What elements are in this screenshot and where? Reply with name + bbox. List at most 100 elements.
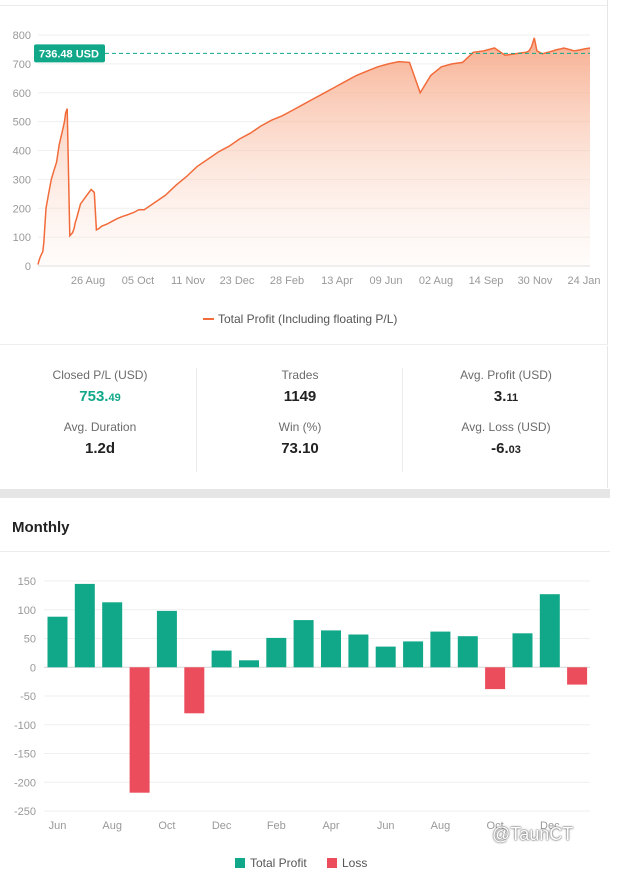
avg-loss-integer: -6. <box>491 440 509 457</box>
x-tick-label: 11 Nov <box>171 275 206 287</box>
profit-bar[interactable] <box>47 616 68 668</box>
closed-pl-label: Closed P/L (USD) <box>52 368 148 382</box>
section-separator <box>0 489 610 498</box>
current-value-callout-text: 736.48 USD <box>39 48 99 60</box>
y-tick-label: 500 <box>13 117 31 129</box>
x-tick-label: 13 Apr <box>321 275 353 287</box>
y-tick-label: 800 <box>13 30 31 42</box>
stats-divider <box>402 368 403 472</box>
closed-pl-integer: 753. <box>79 388 109 405</box>
y-tick-label: 150 <box>18 576 36 588</box>
monthly-bar-chart: 150 100 50 0 -50 -100 -150 -200 -250 Jun Aug Oct De… <box>14 576 590 870</box>
y-tick-label: 700 <box>13 59 31 71</box>
x-tick-label: 23 Dec <box>220 275 255 287</box>
x-tick-label: Jun <box>49 820 67 832</box>
x-tick-label: 05 Oct <box>122 275 154 287</box>
legend-label[interactable]: Total Profit (Including floating P/L) <box>218 312 397 326</box>
equity-line <box>37 37 591 265</box>
y-tick-label: 50 <box>24 634 36 646</box>
profit-bar[interactable] <box>156 610 177 668</box>
stats-column-2: Trades 1149 Win (%) 73.10 <box>200 368 400 460</box>
profit-bar[interactable] <box>403 641 424 668</box>
y-tick-label: 100 <box>18 605 36 617</box>
x-tick-label: 28 Feb <box>270 275 304 287</box>
legend-loss-label[interactable]: Loss <box>342 856 367 870</box>
y-tick-label: 400 <box>13 146 31 158</box>
equity-chart-card: 0 100 200 300 400 500 600 700 800 26 Aug 05 Oct 11… <box>0 0 608 345</box>
watermark: @TaunCT <box>492 824 574 844</box>
stats-panel: Closed P/L (USD) 753.49 Avg. Duration 1.… <box>0 346 608 488</box>
stats-column-3: Avg. Profit (USD) 3.11 Avg. Loss (USD) -… <box>406 368 606 460</box>
current-value-callout <box>34 44 105 63</box>
x-tick-label: Feb <box>267 820 286 832</box>
y-tick-label: 200 <box>13 203 31 215</box>
y-tick-label: -50 <box>20 691 36 703</box>
avg-profit-label: Avg. Profit (USD) <box>460 368 552 382</box>
x-tick-label: 09 Jun <box>369 275 402 287</box>
y-tick-label: 0 <box>25 261 31 273</box>
trades-label: Trades <box>281 368 319 382</box>
profit-bar[interactable] <box>321 630 341 668</box>
x-tick-label: Apr <box>322 820 339 832</box>
profit-bar[interactable] <box>266 637 287 668</box>
avg-profit-value: 3.11 <box>406 388 606 408</box>
y-tick-label: -150 <box>14 749 36 761</box>
legend-profit-label[interactable]: Total Profit <box>250 856 307 870</box>
profit-bar[interactable] <box>430 631 451 668</box>
x-tick-label: Jun <box>377 820 395 832</box>
profit-bar[interactable] <box>239 660 259 668</box>
win-value: 73.10 <box>281 440 319 457</box>
profit-bar[interactable] <box>74 583 95 668</box>
win-label: Win (%) <box>278 420 322 434</box>
avg-loss-decimals: 03 <box>508 444 521 456</box>
closed-pl-value: 753.49 <box>0 388 200 408</box>
loss-bar[interactable] <box>129 667 150 793</box>
profit-bar[interactable] <box>457 636 478 668</box>
y-tick-label: -250 <box>14 806 36 818</box>
loss-bar[interactable] <box>485 667 506 690</box>
y-tick-label: -100 <box>14 720 36 732</box>
avg-profit-integer: 3. <box>493 388 507 405</box>
profit-bar[interactable] <box>512 633 533 668</box>
stats-divider <box>196 368 197 472</box>
x-tick-label: Dec <box>212 820 232 832</box>
trades-value: 1149 <box>283 388 317 405</box>
monthly-title: Monthly <box>12 519 70 536</box>
x-tick-label: 26 Aug <box>71 275 105 287</box>
loss-bar[interactable] <box>567 667 588 685</box>
avg-duration-label: Avg. Duration <box>63 420 137 434</box>
x-tick-label: Aug <box>102 820 122 832</box>
x-tick-label: 24 Jan <box>567 275 600 287</box>
avg-profit-decimals: 11 <box>506 392 519 404</box>
y-tick-label: 600 <box>13 88 31 100</box>
x-tick-label: 30 Nov <box>518 275 553 287</box>
legend-profit-swatch <box>235 858 245 868</box>
equity-area <box>38 37 590 267</box>
avg-loss-label: Avg. Loss (USD) <box>461 420 551 434</box>
profit-bar[interactable] <box>102 602 123 668</box>
monthly-card: Monthly 150 100 50 0 -50 -100 -150 -200 -250 Jun… <box>0 498 610 872</box>
closed-pl-decimals: 49 <box>108 392 121 404</box>
stats-column-1: Closed P/L (USD) 753.49 Avg. Duration 1.… <box>0 368 200 460</box>
profit-bar[interactable] <box>375 646 396 668</box>
monthly-title-divider <box>0 551 610 552</box>
y-tick-label: 300 <box>13 174 31 186</box>
y-tick-label: 0 <box>30 662 36 674</box>
profit-bar[interactable] <box>539 594 560 668</box>
loss-bar[interactable] <box>184 667 205 714</box>
profit-bar[interactable] <box>293 620 314 668</box>
x-tick-label: Dec <box>540 820 560 832</box>
legend-loss-swatch <box>327 858 337 868</box>
profit-bar[interactable] <box>211 650 232 668</box>
x-tick-label: Oct <box>158 820 175 832</box>
x-tick-label: Aug <box>431 820 451 832</box>
y-tick-label: -200 <box>14 777 36 789</box>
equity-chart: 0 100 200 300 400 500 600 700 800 26 Aug 05 Oct 11… <box>13 30 601 326</box>
y-tick-label: 100 <box>13 232 31 244</box>
x-tick-label: 02 Aug <box>419 275 453 287</box>
x-tick-label: Oct <box>487 820 504 832</box>
x-tick-label: 14 Sep <box>469 275 504 287</box>
avg-duration-value: 1.2d <box>84 440 115 457</box>
profit-bar[interactable] <box>348 634 369 668</box>
avg-loss-value: -6.03 <box>406 440 606 460</box>
